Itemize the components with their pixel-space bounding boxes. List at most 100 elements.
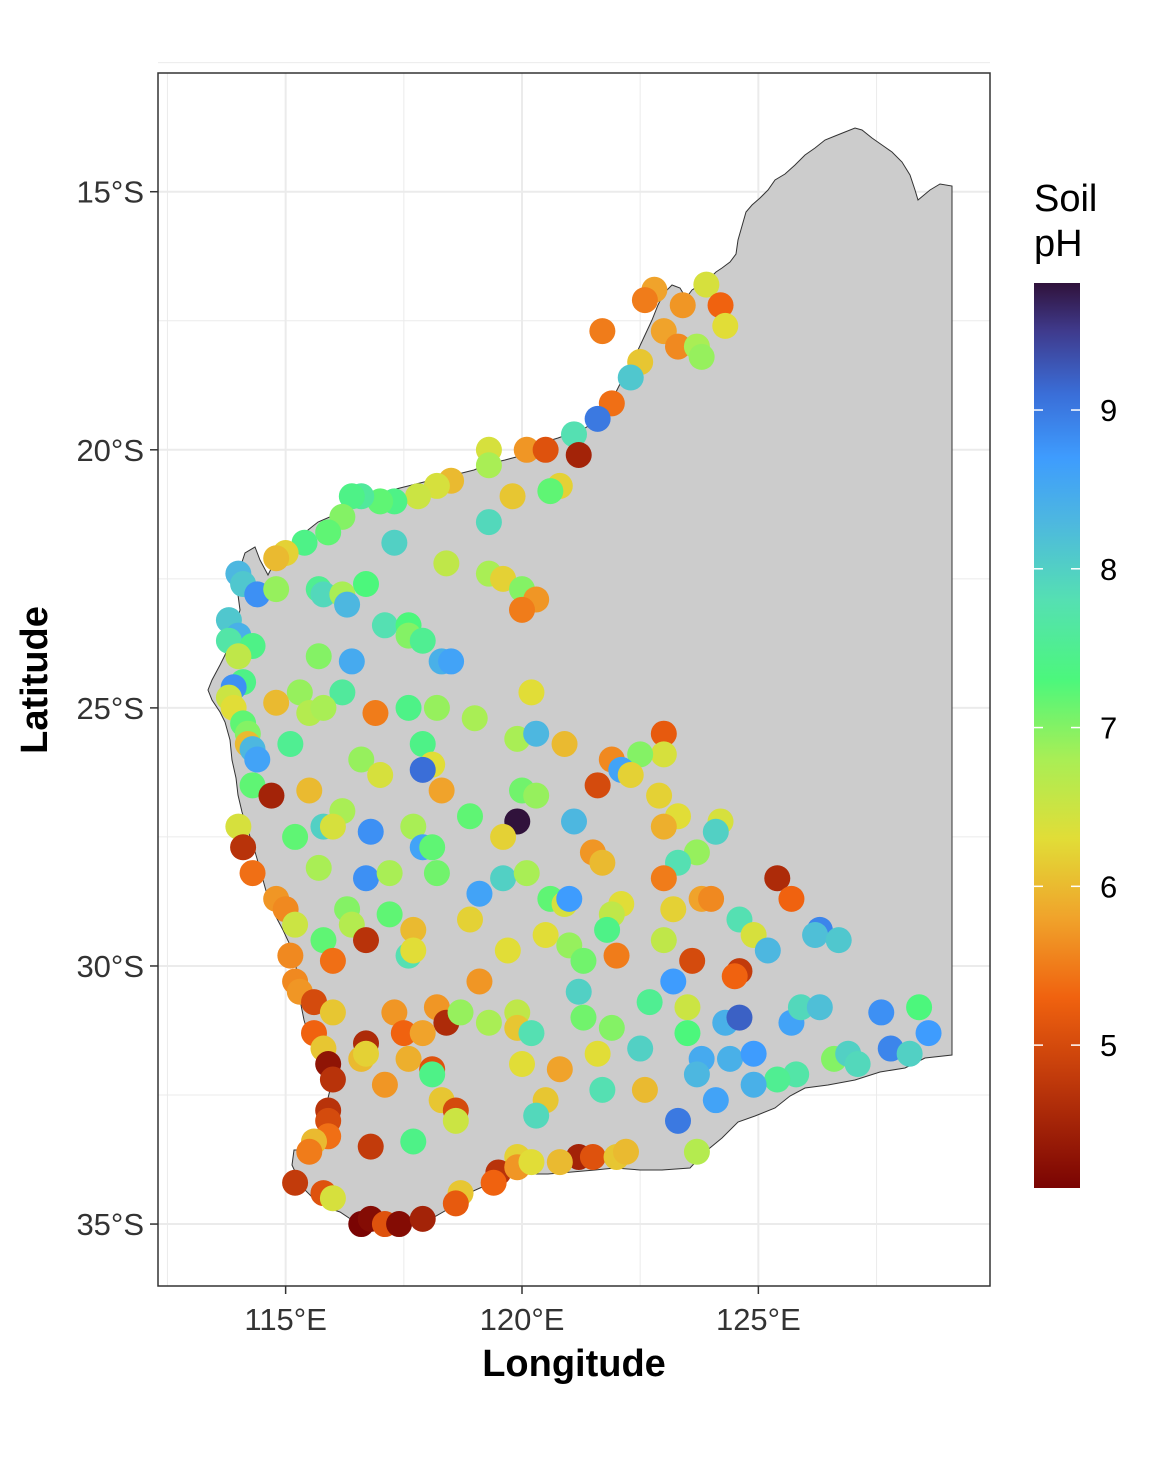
sample-point	[565, 978, 592, 1005]
sample-point	[523, 782, 550, 809]
sample-point	[390, 1020, 417, 1047]
sample-point	[868, 999, 895, 1026]
sample-point	[428, 777, 455, 804]
sample-point	[688, 343, 715, 370]
sample-point	[409, 1205, 436, 1232]
sample-point	[509, 1051, 535, 1078]
sample-point	[537, 478, 564, 505]
sample-point	[400, 813, 427, 840]
sample-point	[698, 885, 725, 912]
sample-point	[409, 1020, 436, 1047]
sample-point	[570, 1004, 597, 1031]
sample-point	[631, 1076, 658, 1103]
sample-point	[650, 927, 677, 954]
sample-point	[707, 292, 734, 319]
sample-point	[480, 1169, 507, 1196]
sample-point	[319, 813, 346, 840]
sample-point	[693, 271, 720, 298]
sample-point	[419, 1061, 446, 1088]
y-axis-title: Latitude	[14, 606, 56, 754]
sample-point	[636, 989, 663, 1016]
sample-point	[825, 927, 852, 954]
sample-point	[371, 1071, 398, 1098]
sample-point	[461, 705, 488, 732]
sample-point	[627, 741, 654, 768]
sample-point	[409, 731, 436, 758]
sample-point	[419, 834, 446, 861]
sample-point	[423, 694, 450, 721]
sample-point	[353, 865, 379, 892]
sample-point	[400, 1128, 427, 1155]
sample-point	[376, 901, 403, 928]
sample-point	[565, 441, 592, 468]
sample-point	[494, 937, 521, 964]
sample-point	[764, 1066, 791, 1093]
sample-point	[712, 312, 739, 339]
sample-point	[627, 1035, 654, 1062]
sample-point	[230, 834, 257, 861]
sample-point	[717, 1045, 743, 1072]
legend-title-line-1: Soil	[1034, 178, 1097, 220]
sample-point	[650, 865, 677, 892]
sample-point	[258, 782, 285, 809]
sample-point	[263, 545, 290, 572]
y-tick-label: 20°S	[76, 433, 144, 468]
sample-point	[357, 1133, 384, 1160]
sample-point	[296, 1138, 323, 1165]
sample-point	[282, 823, 309, 850]
sample-point	[702, 1087, 729, 1114]
panel-border	[157, 72, 991, 1287]
sample-point	[475, 452, 502, 479]
legend-title-line-2: pH	[1034, 223, 1083, 265]
sample-point	[286, 679, 313, 706]
sample-point	[442, 1107, 469, 1134]
sample-point	[499, 483, 526, 510]
x-axis-title: Longitude	[482, 1343, 666, 1385]
sample-point	[263, 689, 290, 716]
sample-point	[447, 999, 474, 1026]
sample-point	[376, 860, 403, 887]
sample-point	[395, 694, 422, 721]
sample-point	[438, 648, 465, 675]
sample-point	[371, 612, 398, 639]
sample-point	[319, 947, 346, 974]
sample-point	[490, 823, 517, 850]
sample-point	[319, 999, 346, 1026]
sample-point	[631, 287, 658, 314]
y-tick-label: 15°S	[76, 175, 144, 210]
sample-point	[225, 813, 252, 840]
sample-point	[584, 405, 611, 432]
legend-tick-label: 8	[1100, 552, 1117, 587]
sample-point	[442, 1190, 469, 1217]
sample-point	[679, 947, 706, 974]
sample-point	[778, 885, 805, 912]
x-axis: 115°E 120°E 125°E	[244, 1286, 801, 1337]
sample-point	[650, 813, 677, 840]
sample-point	[381, 999, 408, 1026]
sample-point	[603, 942, 630, 969]
sample-point	[721, 963, 748, 990]
sample-point	[518, 1149, 545, 1176]
sample-point	[282, 911, 309, 938]
legend-colorbar	[1034, 283, 1080, 1188]
sample-point	[277, 942, 304, 969]
data-points	[215, 271, 942, 1238]
y-axis: 15°S 20°S 25°S 30°S 35°S	[76, 175, 158, 1242]
sample-point	[551, 731, 578, 758]
sample-point	[409, 756, 436, 783]
sample-point	[617, 364, 644, 391]
sample-point	[490, 865, 517, 892]
sample-point	[395, 1045, 422, 1072]
sample-point	[740, 1040, 767, 1067]
sample-point	[646, 782, 673, 809]
sample-point	[400, 937, 427, 964]
sample-point	[617, 761, 644, 788]
sample-point	[353, 1040, 379, 1067]
sample-point	[589, 1076, 616, 1103]
sample-point	[513, 860, 540, 887]
sample-point	[310, 927, 337, 954]
sample-point	[584, 1040, 611, 1067]
legend-tick-label: 7	[1100, 711, 1117, 746]
sample-point	[329, 679, 356, 706]
